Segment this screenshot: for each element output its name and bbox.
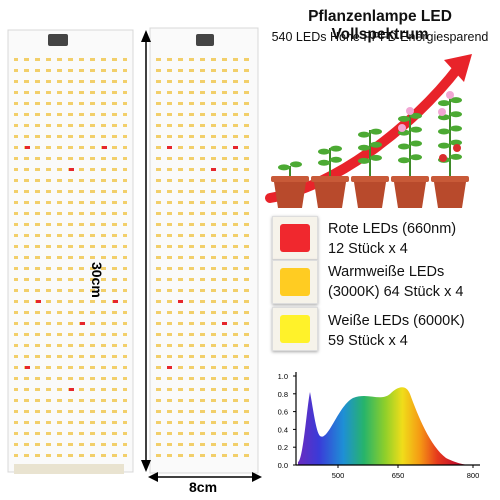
y-tick-label: 0.4: [278, 425, 288, 434]
legend-warmwhite: Warmweiße LEDs (3000K) 64 Stück x 4: [328, 262, 463, 302]
y-tick-label: 0.6: [278, 408, 288, 417]
plant-pot-1: [271, 161, 309, 208]
spectrum-chart: 1.0 0.8 0.6 0.4 0.2 0.0 500 650 800: [278, 372, 480, 480]
red-led: [233, 146, 238, 149]
legend-red-line1: Rote LEDs (660nm): [328, 221, 457, 237]
height-label: 30cm: [89, 262, 105, 298]
white-led-swatch: [272, 307, 318, 351]
growth-illustration: [265, 54, 472, 208]
red-led: [211, 168, 216, 171]
warmwhite-led-swatch: [272, 260, 318, 304]
legend-warmwhite-line2: (3000K) 64 Stück x 4: [328, 284, 464, 300]
red-led: [80, 322, 85, 325]
white-led-color: [280, 315, 310, 343]
red-leds-left: [25, 146, 118, 391]
page-subtitle: 540 LEDs Hohe PPFD Energiesparend: [271, 30, 489, 44]
plant-pot-3: [351, 128, 389, 208]
x-tick-label: 650: [392, 471, 405, 480]
y-tick-label: 0.2: [278, 443, 288, 452]
x-tick-label: 800: [467, 471, 480, 480]
led-board-left: [7, 29, 134, 474]
spectrum-curve: [298, 387, 472, 465]
led-boards: [7, 27, 262, 482]
red-led: [222, 322, 227, 325]
arrow-head-icon: [444, 54, 472, 82]
legend-warmwhite-line1: Warmweiße LEDs: [328, 264, 445, 280]
page-title: Pflanzenlampe LED Vollspektrum: [308, 8, 452, 43]
led-board-right: [149, 27, 259, 474]
red-led-color: [280, 224, 310, 252]
red-led: [102, 146, 107, 149]
x-tick-label: 500: [332, 471, 345, 480]
y-tick-label: 0.0: [278, 461, 288, 470]
red-led: [25, 146, 30, 149]
width-label: 8cm: [189, 479, 218, 495]
plant-pot-4: [391, 107, 429, 208]
legend-white-line1: Weiße LEDs (6000K): [328, 313, 465, 329]
height-dimension: [141, 30, 151, 472]
legend-white: Weiße LEDs (6000K) 59 Stück x 4: [328, 311, 465, 351]
warmwhite-led-color: [280, 268, 310, 296]
y-tick-label: 1.0: [278, 372, 288, 381]
legend-red: Rote LEDs (660nm) 12 Stück x 4: [328, 219, 456, 259]
red-led: [178, 300, 183, 303]
red-led: [167, 366, 172, 369]
plant-pot-2: [311, 145, 349, 208]
red-led: [36, 300, 41, 303]
width-dimension: [148, 472, 262, 482]
legend-white-line2: 59 Stück x 4: [328, 333, 408, 349]
red-led: [167, 146, 172, 149]
plant-pot-5: [431, 91, 469, 208]
red-led: [69, 388, 74, 391]
red-leds-right: [167, 146, 238, 369]
red-led-swatch: [272, 216, 318, 260]
red-led: [69, 168, 74, 171]
y-tick-label: 0.8: [278, 390, 288, 399]
red-led: [25, 366, 30, 369]
legend-red-line2: 12 Stück x 4: [328, 241, 408, 257]
red-led: [113, 300, 118, 303]
